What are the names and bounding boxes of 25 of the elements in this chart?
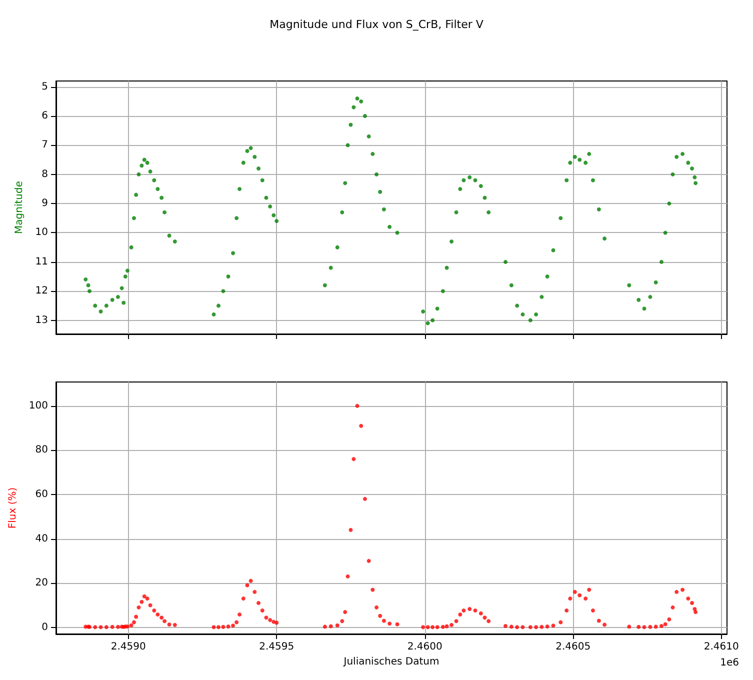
x-tick-label: 2.4605: [556, 642, 591, 652]
y-tick-label: 10: [35, 227, 48, 238]
x-tick-label: 2.4600: [407, 642, 442, 652]
x-tick-label: 2.4610: [704, 642, 739, 652]
x-axis-title: Julianisches Datum: [342, 656, 440, 668]
text: 1e6: [720, 658, 740, 668]
y-tick-label: 5: [42, 81, 48, 92]
y-tick-label: 8: [42, 168, 48, 180]
y-tick-label: 11: [35, 256, 48, 268]
y-tick-label: 20: [35, 578, 48, 589]
y-axis-title: Magnitude: [14, 181, 25, 234]
y-tick-label: 13: [35, 314, 48, 326]
x-tick-label: 2.4590: [110, 642, 146, 652]
y-tick-label: 7: [42, 140, 48, 151]
y-axis-title: Flux (%): [8, 487, 19, 529]
y-tick-label: 0: [42, 622, 48, 633]
chart-title: Magnitude und Flux von S_CrB, Filter V: [270, 18, 484, 31]
y-tick-label: 12: [35, 286, 48, 297]
y-tick-label: 9: [42, 198, 48, 210]
y-tick-label: 6: [42, 110, 48, 122]
y-tick-label: 80: [35, 444, 48, 456]
y-tick-label: 100: [28, 400, 48, 412]
y-tick-label: 60: [35, 488, 48, 500]
y-tick-label: 40: [35, 533, 48, 544]
x-tick-label: 2.4595: [259, 642, 294, 652]
